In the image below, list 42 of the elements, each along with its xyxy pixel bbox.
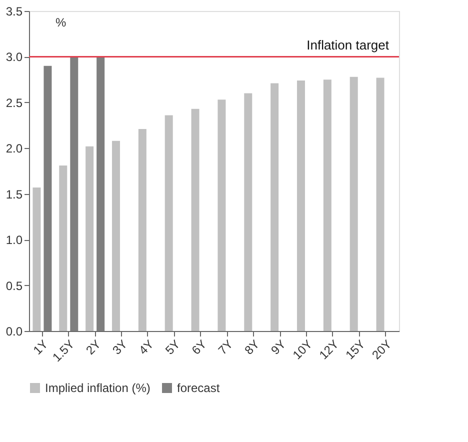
y-tick-label: 1.0 — [6, 233, 23, 248]
bar — [164, 115, 173, 331]
y-tick-label: 2.5 — [6, 96, 23, 110]
x-tick-label: 12Y — [316, 337, 342, 362]
x-tick-label: 20Y — [369, 337, 394, 362]
bar — [96, 56, 105, 331]
bar — [191, 108, 200, 331]
y-tick-label: 3.0 — [6, 50, 23, 64]
bar — [112, 140, 120, 331]
y-axis-title: % — [56, 16, 66, 30]
x-tick-label: 7Y — [215, 337, 236, 358]
x-tick-label: 15Y — [342, 337, 368, 362]
x-tick-label: 5Y — [162, 337, 183, 358]
bar — [323, 80, 332, 331]
x-tick-label: 4Y — [136, 337, 156, 358]
y-tick-label: 0.5 — [6, 278, 23, 293]
bar — [350, 76, 358, 331]
x-tick-label: 10Y — [290, 337, 315, 362]
y-tick-label: 1.5 — [6, 187, 23, 202]
y-tick-label: 2.0 — [6, 142, 23, 156]
y-tick-label: 0.0 — [6, 324, 23, 338]
x-tick-label: 1Y — [30, 337, 51, 358]
bar — [44, 66, 52, 331]
bar — [296, 80, 305, 331]
x-tick-label: 6Y — [188, 337, 210, 358]
bar — [32, 187, 41, 331]
bar — [376, 78, 384, 331]
bar — [59, 166, 68, 331]
bar — [218, 100, 226, 331]
bar — [138, 128, 146, 331]
legend-label: Implied inflation (%) — [45, 381, 150, 395]
bar — [70, 56, 78, 331]
ref-line-label: Inflation target — [306, 38, 390, 53]
y-tick-label: 3.5 — [6, 4, 23, 18]
legend-label: forecast — [177, 381, 220, 395]
bar — [270, 83, 279, 331]
x-tick-label: 8Y — [242, 337, 262, 358]
x-tick-label: 3Y — [110, 337, 130, 358]
bar — [86, 146, 94, 331]
x-tick-label: 2Y — [83, 337, 104, 358]
bar — [244, 93, 252, 331]
x-tick-label: 9Y — [268, 337, 289, 358]
